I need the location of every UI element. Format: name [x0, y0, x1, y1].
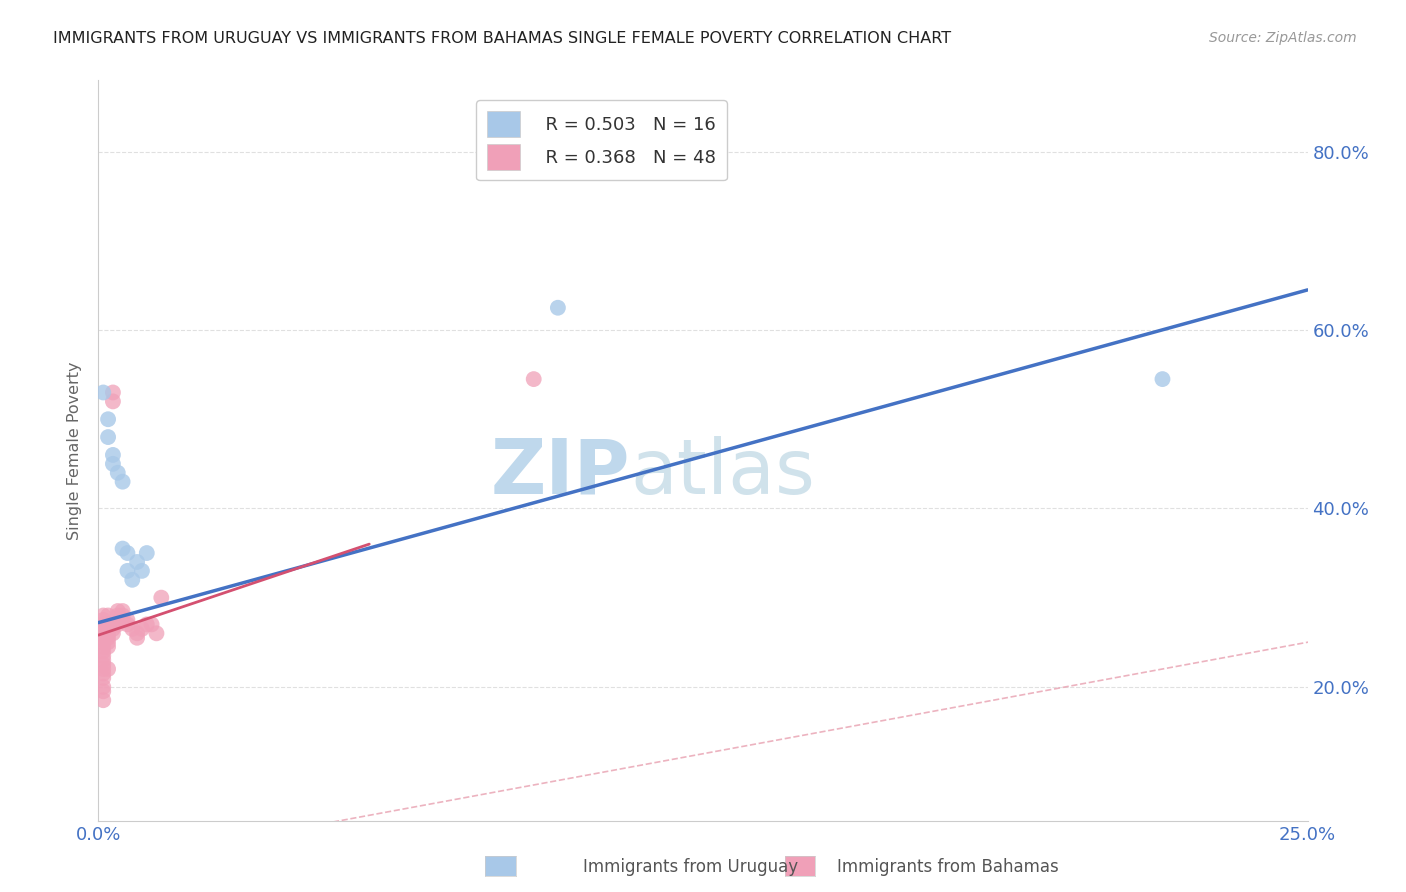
Point [97, 617, 120, 632]
Point [101, 448, 124, 462]
Point [91, 635, 114, 649]
Point [127, 555, 149, 569]
Point [135, 546, 157, 560]
Point [97, 430, 120, 444]
Point [117, 617, 139, 632]
Point [91, 622, 114, 636]
Point [117, 613, 139, 627]
Point [91, 631, 114, 645]
Point [97, 640, 120, 654]
Point [111, 475, 134, 489]
Point [121, 622, 143, 636]
Point [107, 604, 129, 618]
Point [101, 385, 124, 400]
Point [97, 635, 120, 649]
Point [111, 608, 134, 623]
Point [111, 613, 134, 627]
Point [91, 640, 114, 654]
Point [91, 626, 114, 640]
Point [117, 564, 139, 578]
Point [141, 617, 163, 632]
Text: Immigrants from Bahamas: Immigrants from Bahamas [837, 858, 1059, 876]
Point [107, 608, 129, 623]
Point [101, 622, 124, 636]
Text: atlas: atlas [630, 435, 815, 509]
Point [127, 626, 149, 640]
Text: Immigrants from Uruguay: Immigrants from Uruguay [583, 858, 799, 876]
Point [91, 662, 114, 676]
Point [1152, 372, 1174, 386]
Legend:   R = 0.503   N = 16,   R = 0.368   N = 48: R = 0.503 N = 16, R = 0.368 N = 48 [477, 101, 727, 180]
Point [547, 301, 569, 315]
Point [91, 657, 114, 672]
Point [107, 466, 129, 480]
Point [101, 626, 124, 640]
Text: IMMIGRANTS FROM URUGUAY VS IMMIGRANTS FROM BAHAMAS SINGLE FEMALE POVERTY CORRELA: IMMIGRANTS FROM URUGUAY VS IMMIGRANTS FR… [53, 31, 952, 46]
Point [91, 653, 114, 667]
Point [127, 631, 149, 645]
Point [523, 372, 546, 386]
Text: Source: ZipAtlas.com: Source: ZipAtlas.com [1209, 31, 1357, 45]
Point [150, 591, 173, 605]
Point [131, 622, 153, 636]
Point [97, 412, 120, 426]
Point [145, 626, 167, 640]
Point [135, 617, 157, 632]
Point [91, 644, 114, 658]
Point [97, 626, 120, 640]
Point [91, 608, 114, 623]
Point [91, 617, 114, 632]
Point [91, 666, 114, 681]
Point [131, 564, 153, 578]
Point [91, 613, 114, 627]
Point [97, 608, 120, 623]
Point [97, 622, 120, 636]
Point [101, 457, 124, 471]
Point [97, 662, 120, 676]
Point [111, 541, 134, 556]
Point [111, 604, 134, 618]
Point [97, 631, 120, 645]
Point [91, 684, 114, 698]
Point [91, 671, 114, 685]
Point [117, 546, 139, 560]
Point [91, 693, 114, 707]
Text: ZIP: ZIP [491, 435, 630, 509]
Point [107, 617, 129, 632]
Point [101, 394, 124, 409]
Point [91, 648, 114, 663]
Point [101, 617, 124, 632]
Point [121, 573, 143, 587]
Point [91, 680, 114, 694]
Point [91, 385, 114, 400]
Y-axis label: Single Female Poverty: Single Female Poverty [66, 361, 82, 540]
